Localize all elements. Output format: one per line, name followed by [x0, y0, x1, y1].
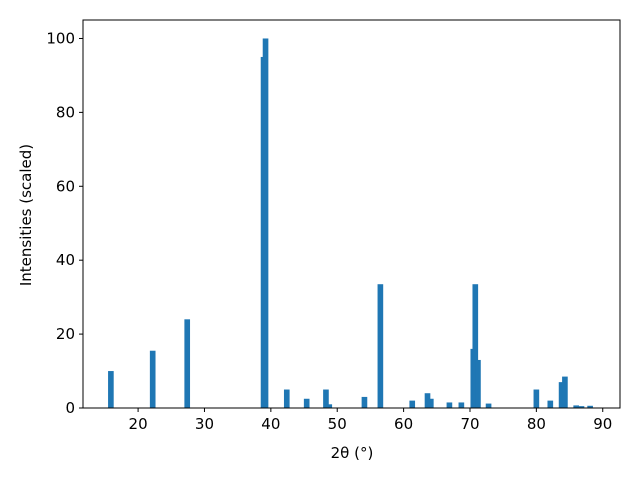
bar	[562, 376, 568, 408]
y-tick-label: 20	[56, 325, 75, 343]
x-tick-label: 50	[328, 415, 347, 433]
bar	[323, 389, 329, 408]
bar	[303, 398, 310, 408]
bar	[149, 350, 156, 408]
bar	[458, 402, 465, 408]
bar	[326, 404, 333, 408]
x-tick-label: 40	[261, 415, 280, 433]
x-tick-label: 70	[460, 415, 479, 433]
x-tick-label: 90	[593, 415, 612, 433]
plot-frame	[82, 19, 621, 409]
y-tick-label: 40	[56, 251, 75, 269]
bar	[533, 389, 540, 408]
x-tick-label: 60	[394, 415, 413, 433]
bar	[377, 284, 384, 408]
y-tick-label: 80	[56, 103, 75, 121]
bar	[587, 405, 593, 408]
bar	[283, 389, 290, 408]
y-tick-label: 100	[46, 29, 75, 47]
x-tick-label: 20	[129, 415, 148, 433]
bar	[558, 382, 565, 408]
bar	[428, 398, 434, 408]
x-tick-label: 80	[527, 415, 546, 433]
bar	[578, 406, 585, 408]
y-tick-label: 60	[56, 177, 75, 195]
bar	[424, 393, 431, 408]
x-tick-label: 30	[195, 415, 214, 433]
bar	[485, 403, 492, 408]
bar	[475, 359, 481, 408]
bar	[446, 402, 453, 408]
bar	[573, 405, 580, 408]
bar	[409, 400, 416, 408]
bar	[184, 319, 191, 408]
bar	[262, 38, 269, 408]
y-tick-label: 0	[65, 399, 75, 417]
y-axis-label: Intensities (scaled)	[17, 144, 35, 286]
bar	[108, 371, 114, 408]
bar	[472, 284, 479, 408]
bar	[547, 400, 554, 408]
x-axis-label: 2θ (°)	[331, 444, 374, 462]
bar	[361, 396, 368, 408]
